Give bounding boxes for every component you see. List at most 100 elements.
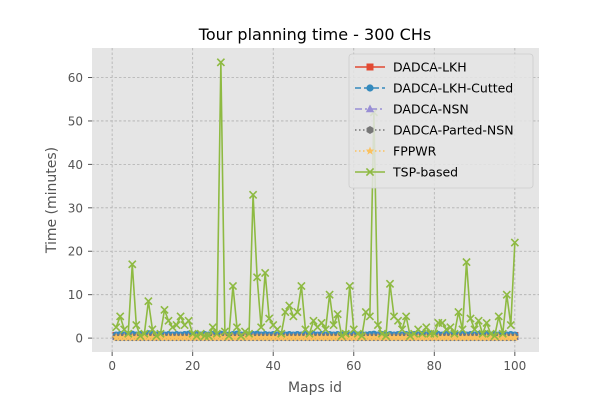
legend-label: DADCA-LKH-Cutted [393,81,513,96]
data-point [458,325,467,334]
x-tick-label: 100 [503,359,526,373]
data-point [228,281,238,291]
data-point [111,323,121,332]
data-point [297,281,306,291]
legend-label: FPPWR [393,144,437,159]
legend: DADCA-LKH DADCA-LKH-Cutted DADCA-NSN DADCA-… [348,53,534,189]
data-point [405,331,415,341]
data-point [401,333,411,342]
legend-entry: FPPWR [355,144,437,159]
data-point [401,312,411,321]
chart-title: Tour planning time - 300 CHs [198,25,431,44]
data-point [369,333,379,342]
data-point [188,333,197,342]
data-point [232,323,242,332]
data-point [442,333,451,342]
data-point [301,333,310,342]
data-point [353,329,362,338]
data-point [446,323,455,332]
data-point [442,325,451,334]
data-point [397,333,407,342]
y-tick-label: 50 [68,114,83,128]
data-point [116,312,125,321]
y-tick-label: 0 [75,332,83,346]
data-point [293,307,302,317]
data-point [216,58,226,67]
data-point [446,333,455,342]
data-point [276,333,286,342]
data-point [111,333,121,342]
data-point [385,333,395,342]
data-point [127,333,137,342]
y-axis-label: Time (minutes) [44,147,60,254]
data-point [252,273,262,282]
data-point [264,333,274,342]
data-point [389,333,399,342]
data-point [438,333,447,342]
data-point [224,333,234,342]
data-point [220,333,230,342]
data-point [200,333,210,342]
data-point [184,316,193,325]
data-point [478,329,487,338]
data-point [208,323,217,332]
series-layer [111,58,520,342]
data-point [281,333,290,342]
data-point [385,279,395,288]
legend-marker [365,146,375,155]
data-point [373,333,383,342]
legend-label: DADCA-LKH [393,60,467,75]
data-point [405,333,415,342]
data-point [470,325,479,334]
x-tick-label: 0 [108,359,116,373]
data-point [397,325,407,334]
data-point [136,333,145,342]
data-point [357,333,367,342]
data-point [506,333,516,342]
data-point [285,301,294,310]
data-point [321,325,330,334]
data-point [123,333,133,342]
data-point [357,331,366,341]
data-point [349,333,359,342]
y-tick-label: 20 [68,245,83,259]
data-point [341,329,350,338]
data-point [192,333,201,342]
data-point [409,333,419,342]
data-point [232,333,242,342]
data-point [345,333,355,342]
data-point [486,329,495,338]
data-point [148,333,157,342]
data-point [305,333,314,342]
data-point [425,333,435,342]
data-point [240,327,250,336]
data-point [176,312,185,321]
data-point [361,333,371,342]
data-point [329,333,338,342]
data-point [494,333,504,342]
data-point [244,333,254,342]
data-point [458,333,467,342]
x-tick-label: 20 [185,359,200,373]
data-point [244,329,254,338]
data-point [196,329,205,338]
data-point [224,331,234,341]
data-point [228,333,238,342]
data-point [438,318,447,328]
data-point [502,290,511,299]
data-point [430,333,439,342]
data-point [140,329,149,338]
legend-entry: DADCA-LKH-Cutted [355,81,513,96]
legend-marker [366,84,374,92]
data-point [293,333,302,342]
data-point [377,333,387,342]
data-point [268,333,278,342]
data-point [136,331,145,341]
data-point [333,310,342,319]
data-point [184,333,193,342]
data-point [337,331,346,341]
data-point [450,329,459,338]
data-point [466,314,475,323]
data-point [309,316,318,325]
